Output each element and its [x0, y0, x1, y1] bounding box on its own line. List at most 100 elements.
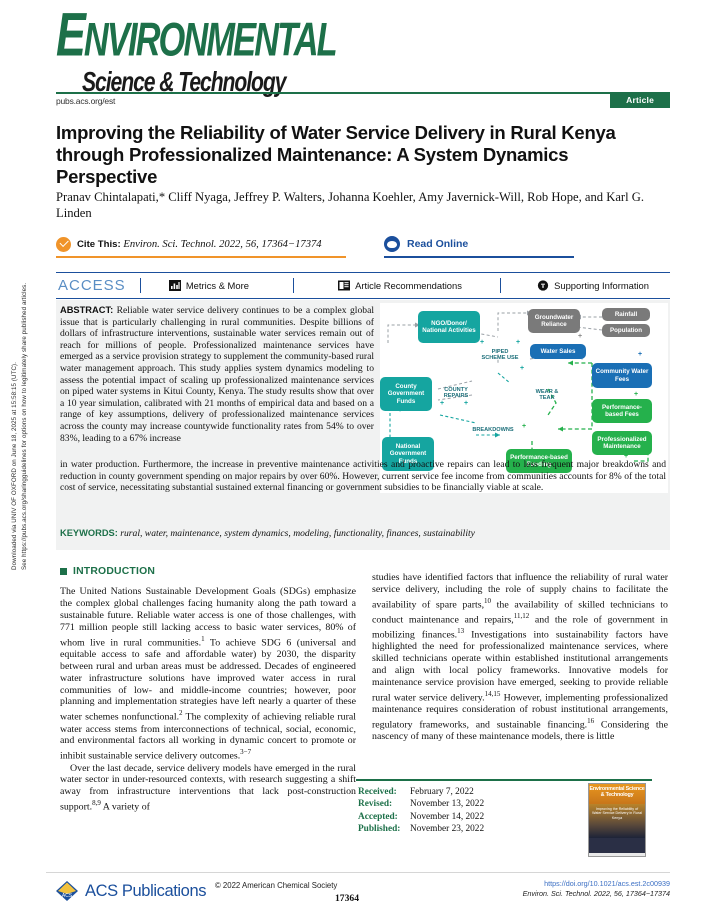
cover-author-photos: [589, 838, 645, 853]
diagram-sign-12: +: [624, 453, 629, 460]
abstract-text: ABSTRACT: Reliable water service deliver…: [60, 305, 374, 444]
diagram-sign-2: +: [516, 339, 521, 346]
journal-title-line1: ENVIRONMENTAL: [56, 1, 338, 70]
cite-this-label: Cite This:: [77, 238, 121, 250]
access-divider-3: [499, 278, 502, 293]
diagram-sign-1: +: [480, 339, 485, 346]
read-online-label: Read Online: [407, 238, 469, 250]
diagram-node-prof-maintenance: Professionalized Maintenance: [592, 431, 652, 455]
diagram-sign-4: +: [578, 333, 583, 340]
diagram-label-breakdowns: BREAKDOWNS: [472, 427, 514, 433]
diagram-sign-8: +: [440, 400, 445, 407]
abstract-label: ABSTRACT:: [60, 305, 114, 315]
footer-divider: [46, 872, 670, 874]
article-recommendations-link[interactable]: Article Recommendations: [338, 280, 462, 291]
diagram-node-county-funds: County Government Funds: [380, 377, 432, 411]
page-title: Improving the Reliability of Water Servi…: [56, 122, 616, 187]
journal-dropcap: E: [56, 1, 86, 70]
diagram-label-piped-scheme-use: PIPED SCHEME USE: [481, 349, 519, 362]
access-divider-2: [292, 278, 295, 293]
cite-this-citation: Environ. Sci. Technol. 2022, 56, 17364−1…: [123, 238, 322, 250]
article-recommendations-label: Article Recommendations: [355, 280, 462, 291]
doi-link[interactable]: https://doi.org/10.1021/acs.est.2c00939: [544, 879, 670, 888]
article-card-icon: [338, 280, 351, 291]
publication-dates: Received: February 7, 2022 Revised: Novemb…: [358, 786, 484, 836]
paragraph-left-2: Over the last decade, service delivery m…: [60, 762, 356, 813]
journal-title-line2: Science & Technology: [82, 66, 287, 98]
diagram-label-wear-and-tear: WEAR & TEAR: [535, 389, 559, 402]
keywords-line: KEYWORDS: rural, water, maintenance, sys…: [60, 528, 666, 539]
metrics-and-more-label: Metrics & More: [185, 280, 249, 291]
diagram-node-community-fees: Community Water Fees: [592, 363, 652, 388]
access-divider-1: [139, 278, 141, 293]
body-column-right: studies have identified factors that inf…: [372, 572, 668, 743]
supporting-information-link[interactable]: Supporting Information: [537, 280, 649, 291]
footer-citation: Environ. Sci. Technol. 2022, 56, 17364−1…: [522, 888, 670, 898]
metrics-and-more-link[interactable]: Metrics & More: [168, 280, 249, 291]
author-list: Pranav Chintalapati,* Cliff Nyaga, Jeffr…: [56, 190, 644, 220]
abstract-continued: in water production. Furthermore, the in…: [60, 459, 666, 494]
diagram-sign-9: +: [464, 400, 469, 407]
diagram-sign-3: +: [520, 365, 525, 372]
access-bar: ACCESS Metrics & More Article Recommenda…: [56, 272, 670, 299]
doi-block: https://doi.org/10.1021/acs.est.2c00939 …: [523, 879, 670, 898]
citation-bar: Cite This: Environ. Sci. Technol. 2022, …: [56, 232, 670, 262]
acs-diamond-icon: ACS: [56, 881, 78, 901]
cite-this-box[interactable]: Cite This: Environ. Sci. Technol. 2022, …: [56, 232, 346, 258]
diagram-node-population: Population: [602, 324, 650, 337]
read-online-icon: [384, 236, 400, 252]
page-number: 17364: [335, 893, 359, 904]
dates-divider: [356, 779, 652, 781]
article-type-badge: Article: [610, 92, 670, 108]
bar-chart-icon: [168, 280, 181, 291]
diagram-node-ngo-donor: NGO/Donor/ National Activities: [418, 311, 480, 343]
supporting-information-label: Supporting Information: [554, 280, 649, 291]
cover-caption: Improving the Reliability of Water Servi…: [589, 804, 645, 838]
section-heading-label: INTRODUCTION: [73, 566, 156, 577]
download-stamp-sidebar: Downloaded via UNIV OF OXFORD on June 18…: [0, 0, 46, 924]
keywords-label: KEYWORDS:: [60, 528, 118, 538]
download-stamp-line1: Downloaded via UNIV OF OXFORD on June 18…: [11, 361, 18, 570]
abstract-body: Reliable water service delivery continue…: [60, 305, 374, 444]
copyright-text: © 2022 American Chemical Society: [215, 881, 338, 890]
journal-cover-thumbnail: Environmental Science & Technology Impro…: [588, 783, 646, 857]
diagram-sign-5: +: [580, 355, 585, 362]
section-heading-introduction: INTRODUCTION: [60, 566, 155, 577]
diagram-sign-7: +: [634, 391, 639, 398]
diagram-node-groundwater: Groundwater Reliance: [528, 309, 580, 333]
paragraph-right-1: studies have identified factors that inf…: [372, 572, 668, 743]
paragraph-left-1: The United Nations Sustainable Developme…: [60, 586, 357, 762]
body-column-left: The United Nations Sustainable Developme…: [60, 586, 356, 814]
diagram-node-national-funds: National Government Funds: [382, 437, 434, 471]
access-label: ACCESS: [58, 277, 126, 294]
cite-this-text: Cite This: Environ. Sci. Technol. 2022, …: [77, 239, 322, 250]
cover-title: Environmental Science & Technology: [589, 784, 645, 804]
keywords-values: rural, water, maintenance, system dynami…: [120, 528, 475, 539]
diagram-label-county-repairs: COUNTY REPAIRS: [443, 387, 469, 400]
diagram-node-perf-fees: Performance-based Fees: [592, 399, 652, 423]
journal-masthead: ENVIRONMENTAL Science & Technology: [56, 1, 356, 96]
diagram-sign-10: +: [398, 407, 403, 414]
diagram-node-water-sales: Water Sales: [530, 344, 586, 359]
diagram-sign-6: +: [638, 351, 643, 358]
date-row-published: Published: November 23, 2022: [358, 824, 485, 835]
journal-url[interactable]: pubs.acs.org/est: [56, 96, 116, 106]
info-circle-icon: [537, 280, 549, 291]
check-circle-icon: [56, 236, 71, 252]
diagram-sign-11: +: [522, 423, 527, 430]
cover-footer-strip: [589, 853, 645, 856]
acs-logo-text: ACS Publications: [85, 881, 207, 900]
system-dynamics-diagram: NGO/Donor/ National Activities Groundwat…: [380, 303, 668, 493]
acs-publications-logo[interactable]: ACS ACS Publications: [54, 878, 206, 904]
date-row-accepted: Accepted: November 14, 2022: [358, 811, 485, 822]
download-stamp-line2: See https://pubs.acs.org/sharingguidelin…: [21, 282, 28, 570]
svg-text:ACS: ACS: [62, 893, 73, 899]
diagram-node-rainfall: Rainfall: [602, 308, 650, 321]
read-online-button[interactable]: Read Online: [384, 232, 574, 258]
date-row-revised: Revised: November 13, 2022: [358, 799, 485, 810]
masthead-divider: [56, 92, 670, 94]
diagram-node-perf-funding: Performance-based Funding: [506, 449, 572, 473]
section-bullet-icon: [60, 568, 67, 575]
page-content: ENVIRONMENTAL Science & Technology pubs.…: [46, 0, 702, 924]
